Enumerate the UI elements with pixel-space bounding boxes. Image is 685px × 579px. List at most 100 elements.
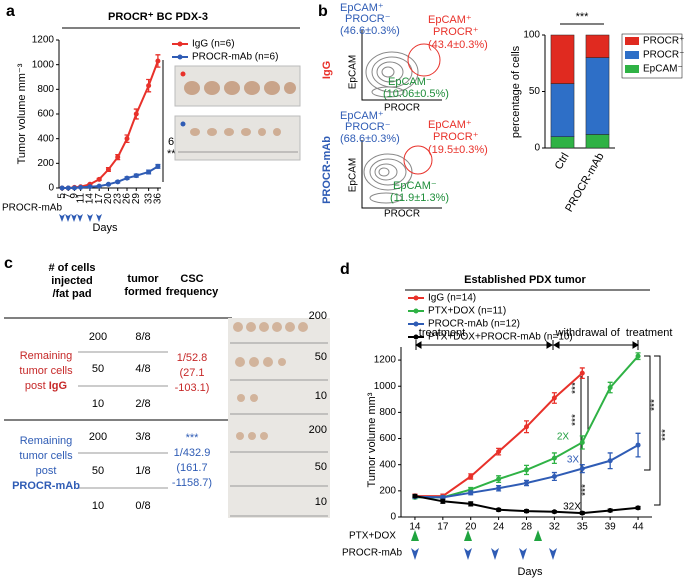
group-text: tumor cells	[19, 365, 73, 377]
cell: 8/8	[135, 331, 150, 343]
gate-text: EpCAM⁺	[428, 119, 472, 131]
x-tick-label: 20	[103, 193, 114, 205]
y-tick-label: 800	[379, 407, 396, 418]
header-text: frequency	[166, 286, 219, 298]
data-point	[440, 494, 446, 500]
data-point	[635, 442, 641, 448]
data-point	[133, 111, 139, 117]
chart-title: PROCR⁺ BC PDX-3	[108, 11, 208, 23]
legend-label: IgG (n=14)	[428, 293, 476, 304]
data-point	[607, 507, 613, 513]
treatment-arrows	[411, 548, 557, 560]
legend-swatch	[177, 54, 183, 60]
data-point	[96, 183, 102, 189]
data-point	[551, 395, 557, 401]
gate-text: PROCR⁻	[345, 121, 391, 133]
data-point	[579, 510, 585, 516]
x-axis-label: Days	[517, 566, 543, 578]
data-point	[607, 385, 613, 391]
gate-text: (19.5±0.3%)	[428, 144, 488, 156]
data-point	[635, 505, 641, 511]
data-point	[412, 493, 418, 499]
data-point	[155, 163, 161, 169]
cell: 0/8	[135, 500, 150, 512]
legend-swatch	[413, 334, 419, 340]
phase-label: withdrawal of treatment	[555, 327, 673, 339]
y-tick-label: 400	[37, 133, 54, 144]
gate-text: PROCR⁻	[345, 13, 391, 25]
data-point	[551, 455, 557, 461]
annotation: ***	[571, 382, 582, 394]
data-point	[105, 181, 111, 187]
x-tick-label: 35	[577, 522, 589, 533]
image-label: 50	[315, 351, 327, 363]
x-tick-label: 39	[605, 522, 617, 533]
data-point	[468, 473, 474, 479]
data-point	[146, 83, 152, 89]
data-point	[115, 154, 121, 160]
gate-text: EpCAM⁻	[388, 76, 432, 88]
x-tick-label: 14	[409, 522, 421, 533]
data-point	[551, 473, 557, 479]
legend-label: PTX+DOX (n=11)	[428, 306, 506, 317]
bar-segment	[550, 34, 575, 84]
annotation: ***	[650, 399, 661, 411]
data-point	[105, 167, 111, 172]
cell: 10	[92, 500, 104, 512]
annotation: 2X	[557, 432, 570, 443]
annotation: ***	[571, 414, 582, 426]
cell: 200	[89, 331, 107, 343]
gate-text: EpCAM⁻	[393, 180, 437, 192]
cell: 10	[92, 398, 104, 410]
group-text: tumor cells	[19, 450, 73, 462]
legend-label: EpCAM⁻	[643, 64, 683, 75]
bar-segment	[550, 136, 575, 149]
frequency-text: -1158.7)	[172, 477, 212, 489]
gate-text: (10.06±0.5%)	[383, 88, 449, 100]
legend-label: IgG (n=6)	[192, 39, 235, 50]
group-text: post	[36, 465, 57, 477]
legend-swatch	[413, 308, 419, 314]
y-tick-label: 50	[529, 86, 541, 97]
y-tick-label: 100	[523, 30, 540, 41]
axis-label: EpCAM	[348, 55, 359, 89]
panel-label: d	[340, 261, 350, 278]
legend-swatch	[413, 321, 419, 327]
cell: 50	[92, 363, 104, 375]
x-tick-label: 29	[131, 193, 142, 205]
cell: 3/8	[135, 431, 150, 443]
group-emphasis: PROCR-mAb	[12, 480, 80, 492]
panel-label: c	[4, 255, 13, 272]
y-tick-label: 600	[37, 109, 54, 120]
frequency: 1/52.8 (27.1 -103.1)	[175, 352, 210, 394]
legend-label: PROCR-mAb (n=6)	[192, 52, 278, 63]
brackets	[580, 355, 661, 515]
data-point	[524, 424, 529, 430]
gate-text: PROCR⁺	[433, 131, 479, 143]
bar-segment	[585, 134, 610, 149]
phase-arrows	[415, 340, 639, 350]
table-cells: 200 8/8 50 4/8 10 2/8 200 3/8 50 1/8 10 …	[89, 331, 151, 512]
data-point	[87, 184, 93, 190]
gate-label: EpCAM⁻ (10.06±0.5%) EpCAM⁻ (11.9±1.3%)	[383, 76, 449, 204]
legend-swatch	[413, 295, 419, 301]
image-label: 200	[309, 424, 327, 436]
group-text: post	[25, 380, 46, 392]
y-tick-label: 1200	[374, 355, 397, 366]
data-point	[65, 185, 71, 191]
y-tick-label: 1200	[32, 35, 55, 46]
data-point	[551, 509, 557, 515]
condition-label: PROCR-mAb	[321, 136, 333, 204]
tumor-photos	[228, 318, 330, 518]
header-text: CSC	[180, 273, 203, 285]
data-point	[468, 490, 474, 496]
annotation: ***	[576, 11, 590, 23]
frequency-text: (161.7	[176, 462, 207, 474]
data-point	[496, 507, 502, 513]
x-tick-label: 24	[493, 522, 505, 533]
x-tick-label: Ctrl	[553, 151, 572, 172]
image-label: 10	[315, 390, 327, 402]
x-axis-label: Days	[92, 222, 118, 234]
bar-segment	[550, 83, 575, 137]
